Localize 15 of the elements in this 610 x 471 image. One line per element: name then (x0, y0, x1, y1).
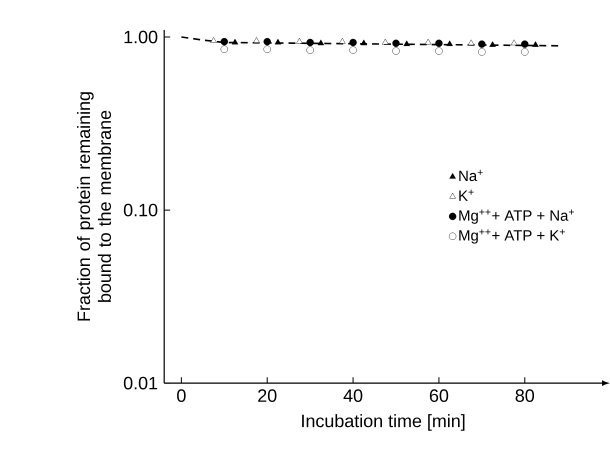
y-axis-title: Fraction of protein remaining bound to the membrane (76, 92, 112, 321)
legend-label: Mg$^{++}$+ ATP + Na$^{+}$ (459, 210, 574, 224)
x-tick-label: 20 (258, 389, 276, 402)
x-tick-label: 80 (516, 389, 534, 402)
y-tick-label: 0.10 (124, 204, 158, 217)
legend-label: Na$^{+}$ (459, 170, 483, 182)
x-tick-label: 60 (430, 389, 448, 402)
y-tick-label: 0.01 (124, 376, 158, 390)
legend-label: Mg$^{++}$+ ATP + K$^{+}$ (459, 229, 565, 244)
x-axis-title: Incubation time [min] (302, 414, 464, 431)
legend-label: K$^{+}$ (459, 190, 474, 201)
x-tick-label: 40 (344, 389, 362, 402)
line-series (180, 36, 560, 47)
y-tick-label: 1.00 (124, 30, 158, 44)
x-tick-label: 0 (177, 389, 186, 402)
